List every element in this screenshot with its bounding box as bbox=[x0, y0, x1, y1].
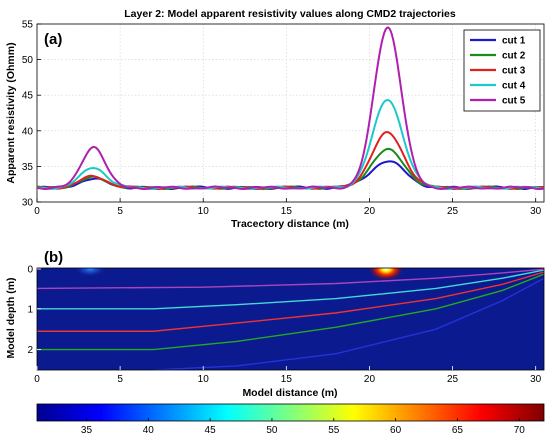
colorbar-tick-label: 65 bbox=[452, 425, 464, 436]
heatmap-anomaly bbox=[74, 268, 107, 277]
x-tick-label: 20 bbox=[364, 374, 376, 385]
y-axis-label-b: Model depth (m) bbox=[5, 277, 17, 358]
x-tick-label: 15 bbox=[281, 374, 293, 385]
x-tick-label: 25 bbox=[447, 206, 459, 217]
series-line-cut-5 bbox=[37, 26, 544, 191]
y-tick-label: 35 bbox=[22, 162, 34, 173]
y-axis-label-a: Apparent resistivity (Ohmm) bbox=[5, 42, 17, 183]
x-tick-label: 0 bbox=[34, 374, 40, 385]
colorbar bbox=[36, 403, 545, 422]
series-lines bbox=[37, 26, 544, 191]
x-tick-label: 0 bbox=[34, 206, 40, 217]
plot-area-a bbox=[36, 23, 545, 203]
colorbar-tick-label: 70 bbox=[514, 425, 526, 436]
trajectory-lines bbox=[37, 268, 544, 370]
colorbar-tick-label: 60 bbox=[390, 425, 402, 436]
colorbar-tick-label: 55 bbox=[328, 425, 340, 436]
y-tick-label: 30 bbox=[22, 198, 34, 209]
colorbar-ticks: 35 40 45 50 55 60 65 70 bbox=[81, 418, 525, 436]
legend: cut 1 cut 2 cut 3 cut 4 cut 5 bbox=[463, 29, 541, 112]
colorbar-tick-label: 40 bbox=[143, 425, 155, 436]
y-tick-label: 50 bbox=[22, 55, 34, 66]
legend-item: cut 4 bbox=[502, 81, 526, 92]
heatmap-anomaly bbox=[368, 268, 405, 281]
x-tick-label: 20 bbox=[364, 206, 376, 217]
trajectory-cut-4 bbox=[37, 269, 544, 310]
legend-item: cut 2 bbox=[502, 51, 526, 62]
x-axis-label-b: Model distance (m) bbox=[242, 387, 337, 399]
ticks-a: 0 5 10 15 20 25 30 30 35 40 45 50 55 bbox=[22, 20, 542, 218]
x-tick-label: 10 bbox=[198, 374, 210, 385]
x-axis-label-a: Tracectory distance (m) bbox=[231, 218, 349, 230]
trajectory-cut-5 bbox=[37, 268, 544, 290]
chart-title: Layer 2: Model apparent resistivity valu… bbox=[124, 8, 456, 20]
x-tick-label: 15 bbox=[281, 206, 293, 217]
x-tick-label: 5 bbox=[117, 206, 123, 217]
panel-label-b: (b) bbox=[44, 249, 63, 266]
plot-area-b bbox=[36, 267, 545, 371]
colorbar-tick-label: 35 bbox=[81, 425, 93, 436]
trajectory-cut-2 bbox=[37, 273, 544, 351]
colorbar-tick-label: 50 bbox=[266, 425, 278, 436]
x-tick-label: 25 bbox=[447, 374, 459, 385]
x-tick-label: 10 bbox=[198, 206, 210, 217]
trajectory-cut-3 bbox=[37, 271, 544, 332]
legend-item: cut 5 bbox=[502, 96, 526, 107]
x-tick-label: 30 bbox=[530, 374, 542, 385]
series-line-cut-3 bbox=[37, 131, 544, 191]
colorbar-tick-label: 45 bbox=[205, 425, 217, 436]
legend-item: cut 3 bbox=[502, 66, 526, 77]
y-tick-label: 1 bbox=[27, 304, 33, 315]
trajectory-cut-1 bbox=[153, 277, 544, 370]
x-tick-label: 30 bbox=[530, 206, 542, 217]
y-tick-label: 40 bbox=[22, 126, 34, 137]
ticks-b: 0 5 10 15 20 25 30 0 1 2 bbox=[27, 265, 541, 386]
y-tick-label: 45 bbox=[22, 91, 34, 102]
y-tick-label: 55 bbox=[22, 20, 34, 31]
panel-label-a: (a) bbox=[44, 31, 62, 48]
legend-item: cut 1 bbox=[502, 36, 526, 47]
y-tick-label: 0 bbox=[27, 265, 33, 276]
y-tick-label: 2 bbox=[27, 345, 33, 356]
heatmap-anomalies bbox=[74, 268, 405, 281]
x-tick-label: 5 bbox=[117, 374, 123, 385]
